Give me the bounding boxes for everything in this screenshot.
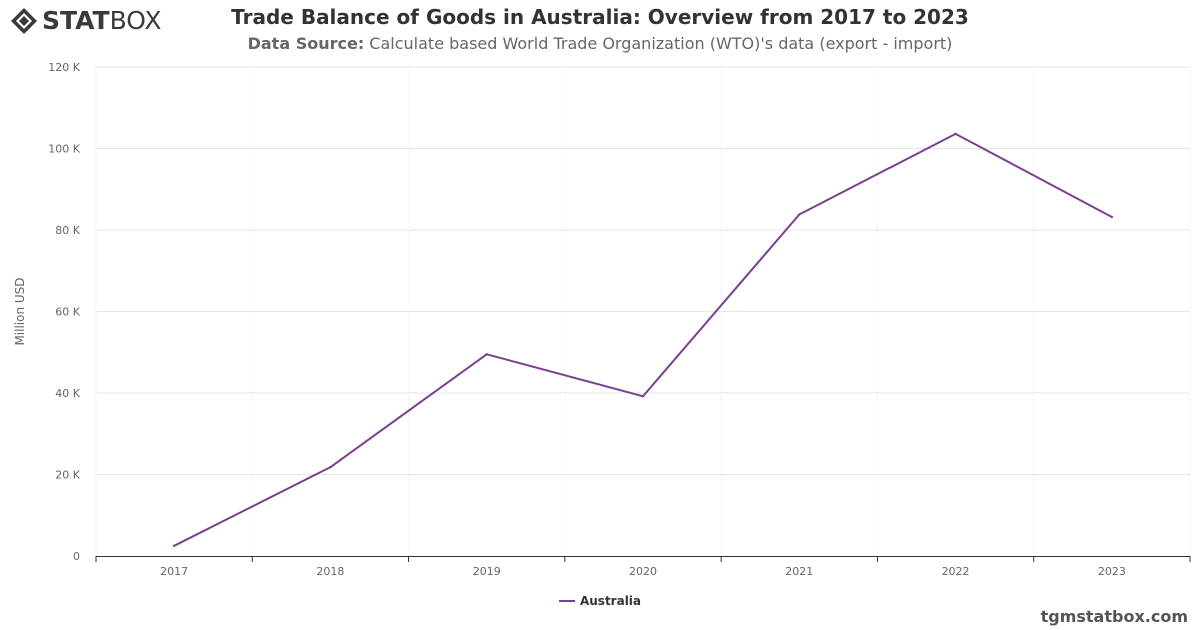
y-tick-label: 40 K	[55, 387, 80, 400]
data-point	[798, 213, 801, 216]
data-point	[485, 353, 488, 356]
chart-title: Trade Balance of Goods in Australia: Ove…	[231, 5, 969, 29]
x-tick-label: 2017	[160, 565, 188, 578]
y-tick-label: 0	[73, 550, 80, 563]
data-point	[954, 132, 957, 136]
watermark: tgmstatbox.com	[1040, 607, 1188, 626]
legend-swatch-australia	[558, 600, 575, 602]
y-tick-label: 60 K	[55, 306, 80, 319]
data-point	[641, 395, 645, 398]
y-tick-label: 20 K	[55, 469, 80, 482]
y-tick-label: 80 K	[55, 224, 80, 237]
x-tick-label: 2023	[1098, 565, 1126, 578]
x-tick-label: 2021	[785, 565, 813, 578]
logo-text: STATBOX	[42, 6, 162, 36]
x-tick-label: 2020	[629, 565, 657, 578]
y-tick-label: 120 K	[48, 61, 80, 74]
data-source-label: Data Source:	[247, 34, 365, 53]
y-tick-label: 100 K	[48, 143, 80, 156]
logo-text-bold: STAT	[42, 6, 110, 35]
chart-subtitle: Data Source: Calculate based World Trade…	[0, 34, 1200, 53]
data-point	[172, 544, 176, 548]
data-source-text: Calculate based World Trade Organization…	[364, 34, 953, 53]
legend-label-australia: Australia	[579, 594, 642, 608]
data-point	[329, 465, 332, 469]
data-point	[1110, 215, 1114, 219]
x-tick-label: 2022	[942, 565, 970, 578]
x-tick-label: 2018	[316, 565, 344, 578]
y-axis-title: Million USD	[13, 277, 27, 345]
logo-diamond-icon	[11, 8, 37, 34]
x-tick-label: 2019	[473, 565, 501, 578]
logo-text-light: BOX	[109, 6, 162, 35]
statbox-logo: STATBOX	[10, 6, 162, 36]
series-line-australia	[173, 132, 1113, 547]
legend[interactable]: Australia	[0, 594, 1200, 608]
